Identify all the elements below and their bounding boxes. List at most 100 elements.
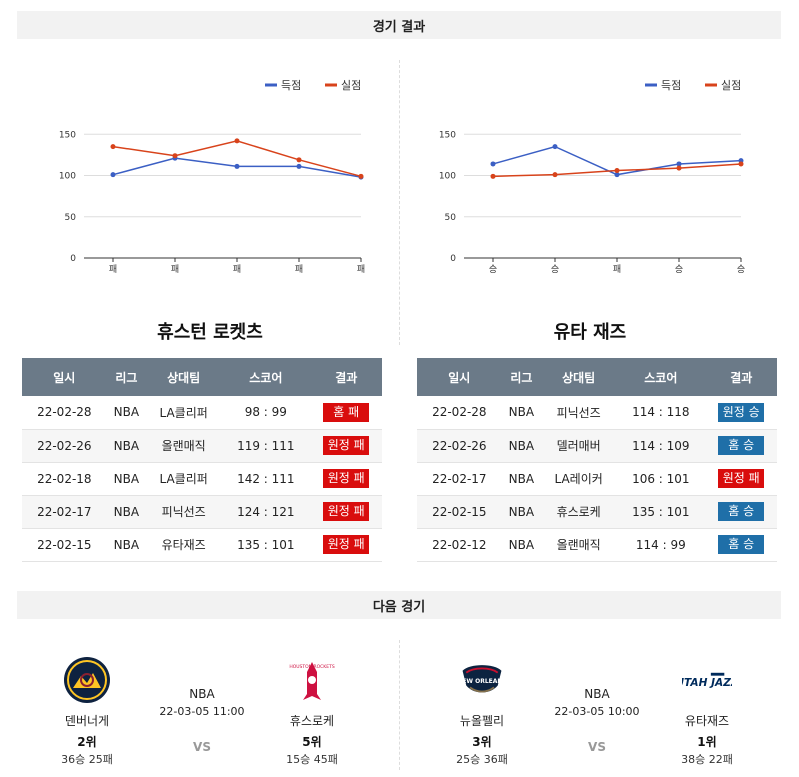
game-datetime: 22-03-05 10:00 bbox=[554, 705, 640, 718]
team-name: 유타재즈 bbox=[684, 714, 730, 728]
cell-score: 114 : 118 bbox=[616, 396, 706, 430]
column-header: 상대팀 bbox=[541, 358, 617, 396]
result-badge: 홈 패 bbox=[323, 402, 370, 422]
team-record: 25승 36패 bbox=[456, 753, 508, 766]
table-header-row: 일시 리그 상대팀 스코어 결과 bbox=[417, 358, 777, 396]
cell-date: 22-02-12 bbox=[417, 528, 502, 562]
league-label: NBA bbox=[584, 687, 610, 701]
team-record: 38승 22패 bbox=[681, 753, 733, 766]
svg-text:UTAH JAZZ: UTAH JAZZ bbox=[682, 677, 732, 689]
game-info: NBA 22-03-05 10:00 VS bbox=[537, 687, 657, 754]
vs-label: VS bbox=[193, 740, 211, 754]
data-point bbox=[234, 138, 240, 144]
next-game-card[interactable]: NEW ORLEANS 뉴올펠리 3위 25승 36패 NBA 22-03-05… bbox=[417, 655, 777, 770]
team-rank: 2위 bbox=[77, 735, 97, 749]
team-rank: 3위 bbox=[472, 735, 492, 749]
home-team: 덴버너게 2위 36승 25패 bbox=[32, 655, 142, 767]
cell-result: 원정 패 bbox=[310, 429, 382, 463]
column-header: 리그 bbox=[501, 358, 542, 396]
cell-opponent: LA레이커 bbox=[541, 462, 617, 496]
next-game-card[interactable]: 덴버너게 2위 36승 25패 NBA 22-03-05 11:00 VS HO… bbox=[22, 655, 382, 770]
cell-score: 106 : 101 bbox=[616, 462, 706, 496]
team-rank: 5위 bbox=[302, 735, 322, 749]
table-row: 22-02-15 NBA 유타재즈 135 : 101 원정 패 bbox=[22, 528, 382, 562]
result-badge: 홈 승 bbox=[718, 502, 765, 521]
cell-result: 원정 패 bbox=[310, 528, 382, 562]
y-tick-label: 150 bbox=[59, 130, 76, 140]
y-tick-label: 50 bbox=[445, 213, 457, 223]
data-point bbox=[552, 172, 558, 178]
cell-date: 22-02-26 bbox=[22, 429, 107, 463]
data-point bbox=[296, 163, 302, 169]
result-badge: 원정 패 bbox=[323, 535, 370, 554]
cell-opponent: 델러매버 bbox=[541, 429, 617, 463]
table-row: 22-02-26 NBA 올랜매직 119 : 111 원정 패 bbox=[22, 429, 382, 463]
vs-label: VS bbox=[588, 740, 606, 754]
result-badge: 원정 승 bbox=[718, 402, 765, 422]
result-badge: 원정 패 bbox=[323, 436, 370, 455]
cell-score: 135 : 101 bbox=[221, 528, 311, 562]
cell-league: NBA bbox=[501, 396, 542, 430]
x-tick-label: 패 bbox=[295, 264, 303, 275]
houston-line-chart: 득점 실점 0 50 100 150 패 패 패 패 패 bbox=[59, 79, 365, 275]
pelicans-logo: NEW ORLEANS bbox=[457, 655, 507, 705]
cell-score: 135 : 101 bbox=[616, 495, 706, 529]
cell-date: 22-02-26 bbox=[417, 429, 502, 463]
rockets-logo: HOUSTON ROCKETS bbox=[287, 655, 337, 705]
jazz-logo: UTAH JAZZ bbox=[682, 655, 732, 705]
cell-opponent: 휴스로케 bbox=[541, 495, 617, 529]
data-point bbox=[676, 165, 682, 171]
cell-score: 98 : 99 bbox=[221, 396, 311, 430]
cell-opponent: 피닉선즈 bbox=[541, 396, 617, 430]
team-name: 덴버너게 bbox=[64, 714, 110, 728]
table-row: 22-02-26 NBA 델러매버 114 : 109 홈 승 bbox=[417, 429, 777, 463]
cell-date: 22-02-18 bbox=[22, 462, 107, 496]
x-tick-label: 승 bbox=[551, 264, 559, 275]
column-divider bbox=[399, 60, 400, 345]
cell-league: NBA bbox=[501, 528, 542, 562]
cell-result: 홈 패 bbox=[310, 396, 382, 430]
data-point bbox=[614, 172, 620, 178]
cell-opponent: 유타재즈 bbox=[146, 528, 222, 562]
data-point bbox=[552, 144, 558, 150]
y-tick-label: 50 bbox=[65, 213, 77, 223]
table-header-row: 일시 리그 상대팀 스코어 결과 bbox=[22, 358, 382, 396]
game-info: NBA 22-03-05 11:00 VS bbox=[142, 687, 262, 754]
table-row: 22-02-28 NBA 피닉선즈 114 : 118 원정 승 bbox=[417, 396, 777, 430]
cell-league: NBA bbox=[106, 495, 147, 529]
cell-date: 22-02-28 bbox=[417, 396, 502, 430]
column-header: 스코어 bbox=[616, 358, 706, 396]
legend-label: 득점 bbox=[281, 79, 301, 92]
cell-score: 114 : 109 bbox=[616, 429, 706, 463]
cell-opponent: LA클리퍼 bbox=[146, 396, 222, 430]
cell-date: 22-02-15 bbox=[417, 495, 502, 529]
cell-result: 홈 승 bbox=[705, 429, 777, 463]
team-name: 휴스로케 bbox=[289, 714, 335, 728]
x-tick-label: 패 bbox=[357, 264, 365, 275]
cell-result: 원정 승 bbox=[705, 396, 777, 430]
cell-opponent: 피닉선즈 bbox=[146, 495, 222, 529]
table-row: 22-02-12 NBA 올랜매직 114 : 99 홈 승 bbox=[417, 528, 777, 562]
league-label: NBA bbox=[189, 687, 215, 701]
cell-result: 홈 승 bbox=[705, 528, 777, 562]
legend-label: 득점 bbox=[661, 79, 681, 92]
x-tick-label: 승 bbox=[675, 264, 683, 275]
data-point bbox=[676, 161, 682, 167]
cell-score: 119 : 111 bbox=[221, 429, 311, 463]
x-tick-label: 패 bbox=[109, 264, 117, 275]
cell-opponent: 올랜매직 bbox=[541, 528, 617, 562]
legend-label: 실점 bbox=[721, 79, 741, 92]
data-point bbox=[172, 153, 178, 159]
houston-team-title: 휴스턴 로켓츠 bbox=[157, 322, 263, 343]
cell-opponent: 올랜매직 bbox=[146, 429, 222, 463]
cell-league: NBA bbox=[106, 528, 147, 562]
data-point bbox=[358, 173, 364, 179]
team-record: 36승 25패 bbox=[61, 753, 113, 766]
cell-score: 114 : 99 bbox=[616, 528, 706, 562]
cell-league: NBA bbox=[106, 462, 147, 496]
result-badge: 원정 패 bbox=[323, 469, 370, 488]
next-game-section-title: 다음 경기 bbox=[17, 591, 781, 619]
table-row: 22-02-28 NBA LA클리퍼 98 : 99 홈 패 bbox=[22, 396, 382, 430]
cell-league: NBA bbox=[106, 396, 147, 430]
away-team: HOUSTON ROCKETS 휴스로케 5위 15승 45패 bbox=[257, 655, 367, 767]
